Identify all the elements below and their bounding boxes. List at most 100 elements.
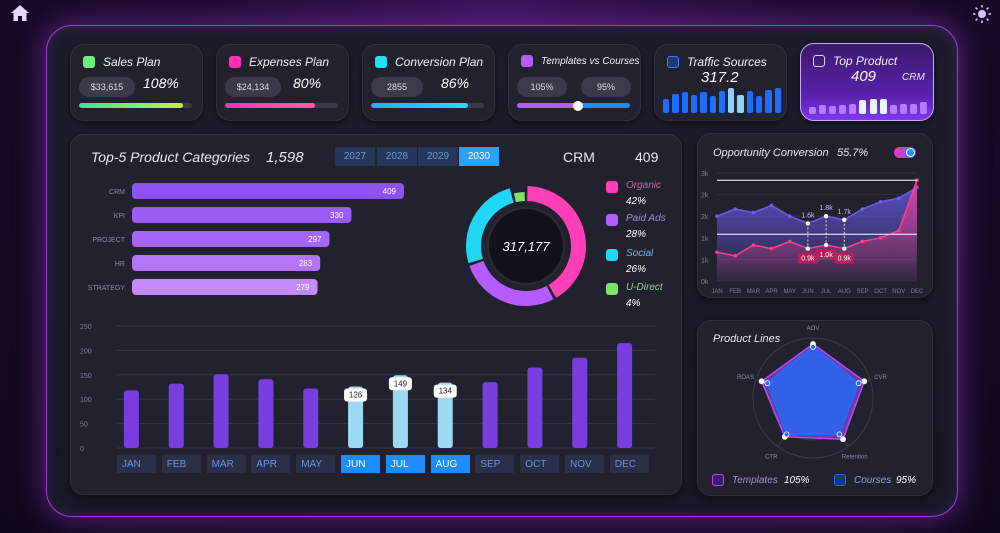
mini-bar xyxy=(681,92,688,113)
radar-axis-label: AOV xyxy=(807,326,820,332)
month-button-jul[interactable]: JUL xyxy=(385,455,425,473)
green-square-icon xyxy=(83,56,95,68)
donut-center xyxy=(487,207,565,285)
data-label-bottom: 0.9k xyxy=(801,256,815,263)
year-button-2029[interactable]: 2029 xyxy=(418,147,458,166)
kpi-progress-bar xyxy=(225,103,338,108)
kpi-title: Templates vs Courses xyxy=(541,55,640,67)
month-button-aug[interactable]: AUG xyxy=(430,455,470,473)
legend-label-templates: Templates xyxy=(732,475,778,486)
month-button-jun[interactable]: JUN xyxy=(341,455,380,473)
templates-value: 105% xyxy=(517,77,567,97)
kpi-templates-courses-card[interactable]: Templates vs Courses 105% 95% xyxy=(508,44,641,121)
data-label-top: 1.8k xyxy=(819,205,833,212)
data-label: 149 xyxy=(394,379,408,388)
category-value-label: 297 xyxy=(308,235,322,244)
mini-bar xyxy=(869,99,877,114)
kpi-traffic-card[interactable]: Traffic Sources 317.2 xyxy=(654,44,787,121)
radar-axis-label: CVR xyxy=(874,375,887,381)
category-value-label: 330 xyxy=(330,211,344,220)
kpi-percent: 80% xyxy=(293,75,322,91)
highlight-point xyxy=(842,246,847,251)
legend-pct-u-direct: 4% xyxy=(626,298,641,309)
category-label: HR xyxy=(115,261,125,268)
month-button-sep[interactable]: SEP xyxy=(475,455,515,473)
radar-point xyxy=(836,431,843,438)
month-bar xyxy=(258,379,274,448)
month-bar xyxy=(572,357,588,448)
legend-label-organic: Organic xyxy=(626,180,662,191)
legend-pct-organic: 42% xyxy=(626,196,647,207)
kpi-top-product-card[interactable]: Top Product 409 CRM xyxy=(800,43,934,121)
mini-bar xyxy=(839,105,847,114)
category-bar xyxy=(132,279,318,295)
series-point xyxy=(897,228,901,233)
social-legend-icon xyxy=(606,249,618,261)
month-button-may[interactable]: MAY xyxy=(296,455,336,473)
highlight-point xyxy=(823,214,829,219)
series-point xyxy=(860,239,865,244)
courses-legend-icon xyxy=(834,474,846,486)
series-point xyxy=(897,196,901,200)
mini-bar xyxy=(859,99,867,114)
kpi-title: Conversion Plan xyxy=(395,55,484,69)
kpi-progress-bar xyxy=(79,103,192,108)
kpi-sales-card[interactable]: Sales Plan $33,615 108% xyxy=(70,44,203,121)
kpi-conversion-card[interactable]: Conversion Plan 2855 86% xyxy=(362,44,495,121)
category-label: PROJECT xyxy=(92,237,125,244)
year-button-2028[interactable]: 2028 xyxy=(377,147,417,166)
month-button-nov[interactable]: NOV xyxy=(565,455,604,473)
month-button-oct[interactable]: OCT xyxy=(520,455,560,473)
legend-label-paid-ads: Paid Ads xyxy=(626,213,666,224)
comparison-slider-handle[interactable] xyxy=(573,101,583,111)
y-tick-label: 50 xyxy=(80,422,88,429)
radar-series-shape xyxy=(766,346,860,436)
mini-bar xyxy=(879,99,887,114)
home-icon[interactable] xyxy=(10,4,30,22)
category-label: KPI xyxy=(114,213,125,220)
category-label: STRATEGY xyxy=(88,285,126,292)
legend-pct-social: 26% xyxy=(626,264,647,275)
theme-toggle-icon[interactable] xyxy=(972,4,992,24)
mini-bar xyxy=(899,104,907,114)
year-button-2030[interactable]: 2030 xyxy=(459,147,499,166)
panel-toggle[interactable] xyxy=(894,147,916,158)
radar-point xyxy=(810,344,816,350)
donut-slice xyxy=(466,188,514,264)
kpi-value: 2855 xyxy=(371,77,423,97)
month-button-feb[interactable]: FEB xyxy=(161,455,201,473)
radar-point xyxy=(764,380,771,387)
selected-category-name: CRM xyxy=(563,149,595,165)
series-point xyxy=(787,214,792,218)
legend-label-social: Social xyxy=(626,248,654,259)
y-tick-label: 150 xyxy=(80,373,92,380)
month-bar xyxy=(437,382,453,448)
mini-bar xyxy=(819,105,827,114)
series-line xyxy=(716,179,918,257)
y-tick-label: 250 xyxy=(80,324,92,331)
kpi-expenses-card[interactable]: Expenses Plan $24,134 80% xyxy=(216,44,349,121)
data-label-top: 1.6k xyxy=(801,212,815,219)
x-tick-label: AUG xyxy=(838,289,851,295)
highlight-point xyxy=(823,242,829,248)
month-button-jan[interactable]: JAN xyxy=(117,455,156,473)
x-tick-label: NOV xyxy=(892,289,905,295)
data-label-top: 1.7k xyxy=(838,209,852,216)
year-button-2027[interactable]: 2027 xyxy=(335,147,375,166)
kpi-value: 409 xyxy=(851,68,877,85)
donut-slice xyxy=(527,186,586,298)
month-button-dec[interactable]: DEC xyxy=(609,455,649,473)
mini-bar xyxy=(700,92,707,113)
series-point xyxy=(787,239,792,244)
kpi-title: Sales Plan xyxy=(103,55,161,69)
month-bar xyxy=(392,375,408,448)
monthly-bar-chart: 0 50 100 150 200 250 126 149 134 xyxy=(80,324,655,453)
y-tick-label: 2k xyxy=(701,193,709,200)
series-point xyxy=(751,243,756,247)
highlight-point xyxy=(805,246,811,251)
month-button-apr[interactable]: APR xyxy=(251,455,291,473)
data-label-box xyxy=(388,377,412,391)
month-button-mar[interactable]: MAR xyxy=(206,455,246,473)
mini-bar xyxy=(919,102,927,114)
radar-axis-label: Retention xyxy=(842,454,868,460)
